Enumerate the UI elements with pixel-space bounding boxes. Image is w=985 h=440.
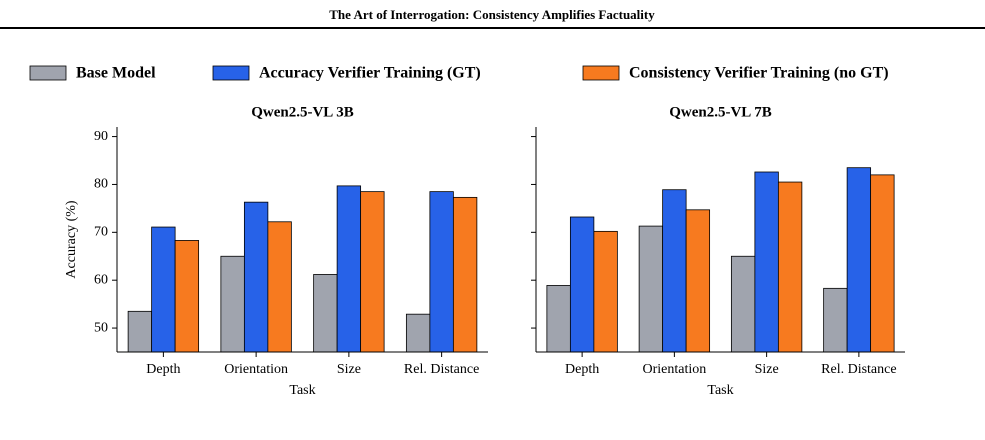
x-axis-label: Task [289, 383, 315, 398]
x-tick-label: Depth [146, 362, 180, 377]
bar [174, 240, 200, 353]
y-tick-label: 70 [94, 225, 108, 240]
bar [777, 181, 803, 353]
x-tick-label: Rel. Distance [821, 362, 896, 377]
bar [870, 174, 895, 353]
bar [127, 310, 153, 353]
bar [220, 255, 245, 353]
y-tick-label: 80 [94, 177, 108, 192]
bar [730, 255, 756, 353]
legend-label: Accuracy Verifier Training (GT) [259, 65, 481, 82]
x-axis-label: Task [707, 383, 733, 398]
y-tick-label: 90 [94, 129, 108, 144]
bar [569, 216, 595, 353]
bar [429, 191, 454, 353]
legend-swatch [29, 65, 67, 81]
legend-label: Base Model [76, 65, 156, 82]
bar [662, 189, 687, 353]
legend-swatch [212, 65, 250, 81]
bar [754, 171, 779, 353]
bar [151, 226, 176, 353]
y-tick-label: 60 [94, 272, 108, 287]
bar [405, 313, 431, 353]
x-tick-label: Rel. Distance [404, 362, 479, 377]
bar [336, 185, 362, 353]
bar [313, 274, 338, 353]
bar [267, 221, 292, 353]
bar [638, 225, 664, 353]
figure-title: The Art of Interrogation: Consistency Am… [329, 7, 655, 22]
bar [360, 191, 385, 353]
x-tick-label: Size [337, 362, 361, 377]
x-tick-label: Depth [565, 362, 599, 377]
y-tick-label: 50 [94, 320, 108, 335]
bar [846, 167, 872, 353]
chart-title: Qwen2.5-VL 7B [669, 104, 772, 120]
x-tick-label: Orientation [642, 362, 706, 377]
x-tick-label: Size [755, 362, 779, 377]
bar [823, 287, 848, 353]
bar [546, 285, 571, 353]
bar [685, 209, 711, 353]
legend-swatch [582, 65, 620, 81]
bar [243, 201, 269, 353]
x-tick-label: Orientation [224, 362, 288, 377]
legend-label: Consistency Verifier Training (no GT) [629, 65, 889, 82]
bar [593, 230, 618, 353]
bar [452, 196, 478, 353]
chart-title: Qwen2.5-VL 3B [251, 104, 354, 120]
y-axis-label: Accuracy (%) [64, 200, 79, 278]
